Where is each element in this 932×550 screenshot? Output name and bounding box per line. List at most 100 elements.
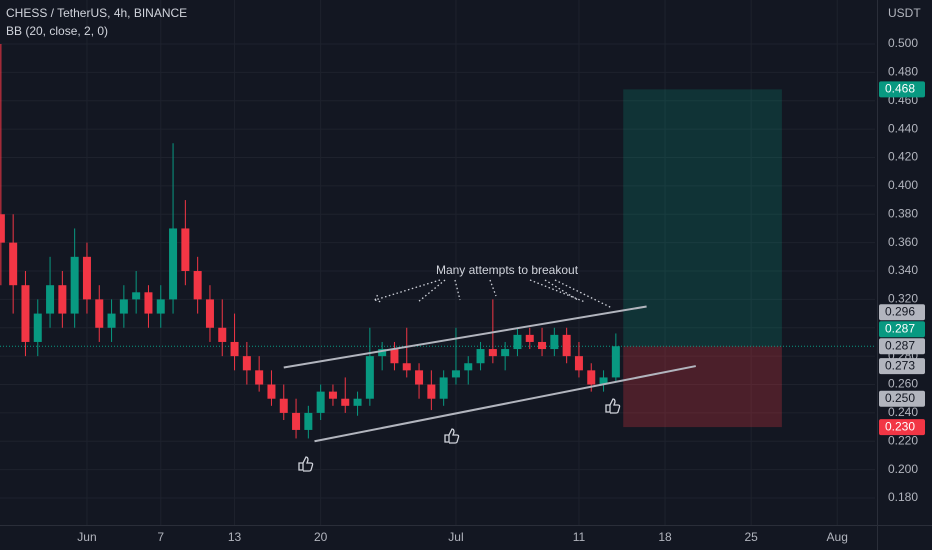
candle-body (156, 299, 165, 314)
price-label: 0.273 (885, 358, 915, 372)
price-label: 0.287 (885, 321, 915, 335)
candle-body (427, 384, 436, 399)
x-tick-label: Jun (77, 530, 96, 544)
arrow (417, 279, 446, 303)
price-label-box (879, 321, 925, 338)
candle-body (451, 370, 460, 378)
price-label: 0.230 (885, 419, 915, 433)
candle-body (46, 285, 55, 314)
price-label-box (879, 419, 925, 436)
price-label-box (879, 338, 925, 355)
candle-body (488, 349, 497, 357)
candle-body (402, 363, 411, 371)
candle-body (21, 285, 30, 342)
x-tick-label: 20 (314, 530, 328, 544)
candle-body (316, 391, 325, 413)
y-tick-label: 0.500 (888, 36, 918, 50)
candle-body (562, 334, 571, 357)
price-label: 0.296 (885, 304, 915, 318)
thumb (444, 428, 460, 444)
candle-body (513, 334, 522, 350)
price-label-box (879, 304, 925, 321)
candle-body (205, 299, 214, 328)
y-tick-label: 0.180 (888, 490, 918, 504)
candle-body (439, 377, 448, 399)
candle-body (574, 356, 583, 371)
arrow (544, 279, 579, 301)
channel-line (283, 305, 647, 369)
candle-body (611, 346, 620, 378)
price-label: 0.287 (885, 338, 915, 352)
price-label-box (879, 81, 925, 98)
price-axis: 0.1800.2000.2200.2400.2600.2800.3000.320… (77, 36, 925, 544)
stop-zone (623, 346, 782, 428)
candle-body (119, 299, 128, 314)
candle-body (292, 412, 301, 430)
y-tick-label: 0.440 (888, 121, 918, 135)
axis-unit: USDT (888, 6, 921, 20)
arrow (554, 279, 613, 309)
annotation: Many attempts to breakout (436, 263, 579, 277)
drawings: Many attempts to breakout (283, 263, 696, 472)
candle-body (58, 285, 67, 314)
candle-body (341, 398, 350, 406)
candles (0, 43, 620, 439)
x-tick-label: Aug (827, 530, 848, 544)
price-label-box (879, 390, 925, 407)
candle-body (353, 398, 362, 406)
price-label: 0.250 (885, 391, 915, 405)
candle-body (230, 341, 239, 357)
dotted-arrows (374, 279, 613, 309)
candle-body (82, 256, 91, 300)
position-tool (0, 89, 875, 428)
candle-body (476, 349, 485, 364)
y-tick-label: 0.260 (888, 377, 918, 391)
y-tick-label: 0.380 (888, 206, 918, 220)
candle-body (267, 384, 276, 399)
thumb-icons (298, 398, 621, 472)
arrow (454, 279, 461, 301)
candle-body (255, 370, 264, 385)
candle-body (144, 292, 153, 314)
candle-body (70, 256, 79, 314)
thumb (298, 456, 314, 472)
candle-body (464, 363, 473, 371)
candle-body (415, 370, 424, 385)
candle-body (550, 334, 559, 350)
y-tick-label: 0.400 (888, 178, 918, 192)
price-label-box (879, 358, 925, 375)
target-zone (623, 89, 782, 347)
candle-body (33, 313, 42, 342)
x-tick-label: 18 (658, 530, 672, 544)
candle-body (218, 327, 227, 342)
y-tick-label: 0.240 (888, 405, 918, 419)
price-label: 0.468 (885, 82, 915, 96)
arrow (529, 279, 586, 303)
x-tick-label: 11 (573, 530, 586, 544)
arrow (374, 279, 441, 303)
candle-body (169, 228, 178, 300)
candle-body (328, 391, 337, 399)
x-tick-label: 13 (228, 530, 242, 544)
y-tick-label: 0.360 (888, 235, 918, 249)
arrow (489, 279, 497, 297)
candle-body (181, 228, 190, 272)
candle-body (9, 242, 18, 286)
y-tick-label: 0.200 (888, 462, 918, 476)
candle-body (279, 398, 288, 413)
chart-title: CHESS / TetherUS, 4h, BINANCE (6, 6, 187, 20)
thumb (605, 398, 621, 414)
y-tick-label: 0.220 (888, 433, 918, 447)
candle-body (365, 356, 374, 399)
candle-body (525, 334, 534, 342)
y-tick-label: 0.340 (888, 263, 918, 277)
candle-body (304, 412, 313, 430)
y-tick-label: 0.320 (888, 292, 918, 306)
y-tick-label: 0.480 (888, 65, 918, 79)
x-tick-label: 7 (157, 530, 164, 544)
candle-body (501, 349, 510, 357)
candle-body (95, 299, 104, 328)
candle-body (538, 341, 547, 350)
